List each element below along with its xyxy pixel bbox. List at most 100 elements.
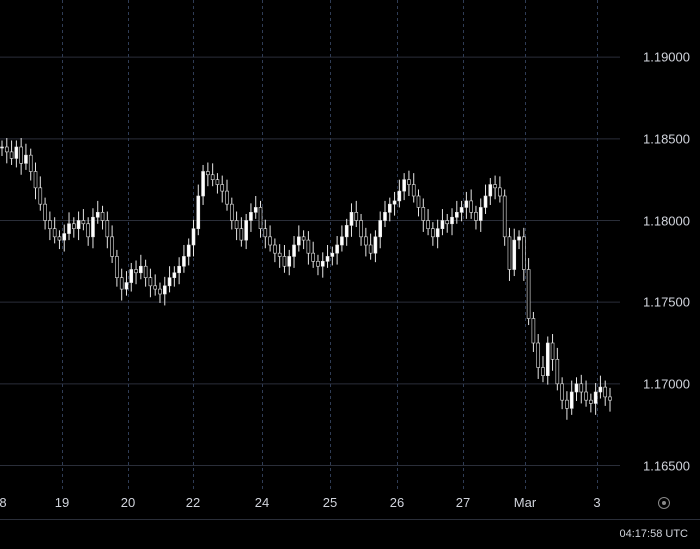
candle [105, 211, 110, 249]
candle-body [115, 256, 119, 278]
candle [311, 241, 315, 268]
candle [359, 213, 363, 246]
candle-body [478, 207, 483, 221]
time-tick-label: 25 [322, 495, 338, 510]
candle [268, 225, 272, 252]
candle-body [244, 220, 248, 241]
candle-body [263, 228, 268, 238]
candle [526, 258, 531, 326]
candle [76, 211, 81, 241]
candle [182, 245, 186, 273]
candle-body [325, 256, 330, 262]
candle-body [316, 261, 320, 267]
candle-body [392, 200, 397, 205]
candle-body [603, 386, 608, 398]
candle [541, 356, 545, 383]
candle-body [560, 383, 564, 401]
candle-body [0, 146, 4, 149]
candle-body [589, 399, 593, 404]
candle [282, 245, 287, 273]
candle [464, 191, 469, 219]
candle-body [162, 285, 167, 295]
candle-body [541, 367, 545, 376]
time-scale[interactable]: 8 19 20 22 24 25 26 27 Mar 3 [0, 490, 620, 518]
candle-body [234, 220, 239, 229]
price-tick-label: 1.16500 [643, 458, 690, 473]
candle-body [584, 391, 588, 401]
candle [569, 380, 574, 415]
candle-body [550, 342, 555, 360]
candle-body [143, 265, 148, 278]
candle-body [129, 269, 134, 283]
candle [483, 184, 488, 214]
candle [584, 380, 588, 407]
candle [589, 393, 593, 413]
candle-body [225, 190, 229, 205]
candle [139, 254, 143, 280]
candle [119, 268, 124, 301]
candle-body [306, 239, 311, 254]
settings-icon[interactable] [658, 497, 670, 509]
candle-body [407, 179, 411, 185]
candle [455, 200, 459, 224]
candle [172, 266, 177, 287]
candle [325, 245, 330, 268]
candle [469, 189, 473, 219]
candle-body [387, 203, 392, 213]
candle [153, 274, 157, 296]
candle [378, 211, 383, 249]
candle-body [536, 342, 540, 368]
candle-body [124, 282, 129, 290]
candle-body [24, 154, 28, 164]
candle-body [14, 146, 19, 159]
candle [110, 225, 114, 263]
candle-body [253, 207, 258, 213]
candle-body [579, 383, 584, 393]
candle-body [459, 207, 464, 213]
candle [0, 140, 4, 156]
candle-body [172, 272, 177, 278]
candle [536, 334, 540, 379]
candle-body [201, 171, 205, 197]
candle-body [229, 203, 234, 221]
candle-body [330, 252, 335, 257]
candle [598, 375, 603, 399]
candle-body [196, 195, 201, 229]
candle [545, 336, 550, 385]
candle [33, 162, 38, 200]
chart-plot-area[interactable] [0, 0, 620, 490]
candle [167, 266, 172, 293]
candle [411, 173, 416, 203]
candle [402, 173, 406, 201]
candle-body [62, 233, 67, 241]
candle-body [158, 288, 162, 295]
candle-body [33, 171, 38, 189]
candle [603, 380, 608, 406]
candle-body [105, 220, 110, 238]
candle [129, 262, 134, 292]
candle-body [72, 223, 76, 229]
candle-body [167, 277, 172, 287]
candle [440, 209, 445, 236]
time-tick-label: 24 [254, 495, 270, 510]
candle [48, 211, 52, 241]
candle-body [292, 244, 296, 257]
candle-body [177, 265, 181, 274]
candle [498, 176, 502, 203]
candle-body [57, 236, 62, 241]
candle-body [249, 212, 253, 221]
candle [249, 203, 253, 232]
candle [320, 252, 325, 278]
candle [531, 311, 536, 352]
candle-body [81, 220, 86, 225]
candle [134, 260, 138, 285]
candle-body [359, 220, 363, 238]
utc-clock[interactable]: 04:17:58 UTC [619, 528, 688, 540]
candle-body [593, 391, 598, 404]
candle [397, 179, 402, 208]
time-tick-label: 26 [389, 495, 405, 510]
candle-body [450, 216, 454, 225]
candle-body [469, 200, 473, 213]
candle [512, 228, 517, 277]
price-scale[interactable]: 1.19000 1.18500 1.18000 1.17500 1.17000 1.165… [620, 0, 700, 490]
